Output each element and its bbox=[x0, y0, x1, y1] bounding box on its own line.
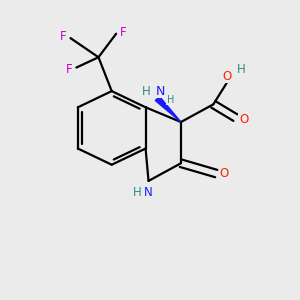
Text: F: F bbox=[66, 62, 72, 76]
Text: N: N bbox=[144, 186, 153, 199]
Text: H: H bbox=[133, 186, 142, 199]
Text: N: N bbox=[156, 85, 165, 98]
Text: O: O bbox=[220, 167, 229, 180]
Text: H: H bbox=[167, 95, 174, 105]
Text: H: H bbox=[237, 62, 246, 76]
Text: H: H bbox=[142, 85, 151, 98]
Text: O: O bbox=[239, 112, 248, 126]
Text: F: F bbox=[120, 26, 127, 39]
Text: F: F bbox=[60, 30, 67, 43]
Text: O: O bbox=[222, 70, 231, 83]
Polygon shape bbox=[155, 96, 181, 122]
